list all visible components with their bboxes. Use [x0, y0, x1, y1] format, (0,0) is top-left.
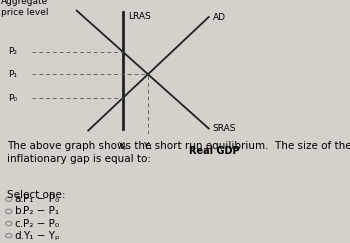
- Text: c.: c.: [15, 218, 24, 229]
- Text: P₁ − P₀: P₁ − P₀: [23, 194, 59, 204]
- Text: P₂: P₂: [8, 47, 17, 56]
- Text: SRAS: SRAS: [213, 124, 236, 133]
- Text: Select one:: Select one:: [7, 190, 65, 200]
- Text: Aggregate
price level: Aggregate price level: [1, 0, 49, 17]
- Text: d.: d.: [15, 231, 25, 241]
- Text: The above graph shows the short run equilibrium.  The size of the short run
infl: The above graph shows the short run equi…: [7, 141, 350, 164]
- Text: P₂ − P₀: P₂ − P₀: [23, 218, 59, 229]
- Text: AD: AD: [213, 12, 226, 22]
- Text: P₂ − P₁: P₂ − P₁: [23, 206, 59, 217]
- Text: Yₚ: Yₚ: [118, 142, 127, 151]
- Text: Y₁ − Yₚ: Y₁ − Yₚ: [23, 231, 59, 241]
- Text: a.: a.: [15, 194, 24, 204]
- Text: P₁: P₁: [8, 70, 17, 79]
- Text: Y₁: Y₁: [144, 142, 153, 151]
- Text: LRAS: LRAS: [128, 12, 151, 21]
- Text: b.: b.: [15, 206, 25, 217]
- Text: Real GDP: Real GDP: [189, 146, 240, 156]
- Text: P₀: P₀: [8, 94, 17, 103]
